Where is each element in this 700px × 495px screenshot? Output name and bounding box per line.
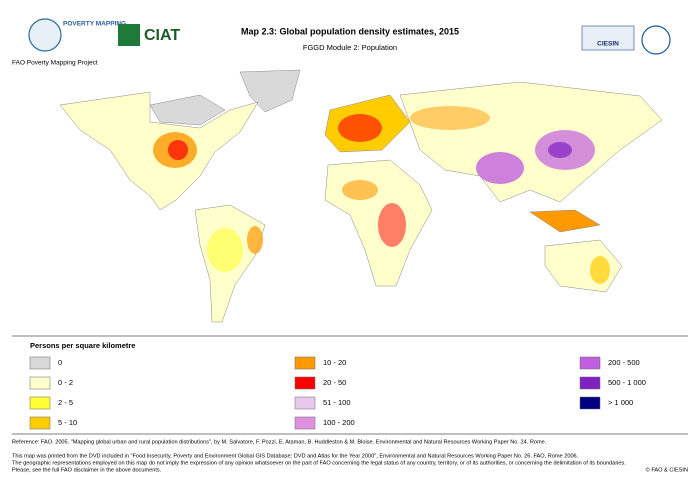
density-patch: [207, 228, 243, 272]
legend-swatch: [579, 376, 601, 390]
greenland: [239, 69, 301, 113]
legend-label: 10 - 20: [323, 358, 346, 367]
legend: 0 0 - 2 2 - 5 5 - 10 10 - 20 20 - 50 51 - 100 1…: [29, 356, 646, 430]
legend-swatch: [294, 416, 316, 430]
legend-swatch: [579, 396, 601, 410]
logo-text: CIESIN: [597, 41, 619, 48]
legend-label: 500 - 1 000: [608, 378, 646, 387]
legend-swatch: [294, 376, 316, 390]
world-map: [59, 69, 663, 323]
legend-label: > 1 000: [608, 398, 633, 407]
logo-ciesin-box: [581, 25, 635, 51]
reference: Reference: FAO. 2005. "Mapping global ur…: [12, 439, 547, 445]
note: The geographic representations employed …: [12, 460, 626, 466]
legend-label: 200 - 500: [608, 358, 640, 367]
subtitle: FGGD Module 2: Population: [303, 43, 397, 52]
legend-swatch: [29, 356, 51, 370]
note: This map was printed from the DVD includ…: [12, 453, 579, 459]
density-patch: [378, 203, 406, 247]
density-patch: [590, 256, 610, 284]
indonesia: [529, 209, 601, 233]
legend-swatch: [294, 356, 316, 370]
copyright: © FAO & CIESIN: [646, 466, 688, 473]
density-patch: [548, 142, 572, 158]
legend-swatch: [29, 396, 51, 410]
logo-text: CIAT: [144, 27, 180, 44]
legend-swatch: [579, 356, 601, 370]
legend-label: 0: [58, 358, 62, 367]
asia: [399, 81, 663, 203]
project-label: FAO Poverty Mapping Project: [12, 60, 98, 67]
legend-title: Persons per square kilometre: [30, 341, 135, 350]
logo-text: POVERTY MAPPING: [63, 21, 126, 28]
logo-fao: [641, 25, 671, 55]
legend-swatch: [294, 396, 316, 410]
density-patch: [342, 180, 378, 200]
legend-label: 51 - 100: [323, 398, 351, 407]
logos: POVERTY MAPPING CIAT CIESIN FAO Poverty …: [12, 18, 671, 67]
note: Please, see the full FAO disclaimer in t…: [12, 467, 162, 473]
logo-globe: [28, 18, 62, 52]
logo-ciat-icon: [118, 24, 140, 46]
legend-label: 100 - 200: [323, 418, 355, 427]
density-patch: [168, 140, 188, 160]
density-patch: [476, 152, 524, 184]
legend-label: 2 - 5: [58, 398, 73, 407]
legend-label: 5 - 10: [58, 418, 77, 427]
density-patch: [247, 226, 263, 254]
arctic-canada: [149, 94, 226, 126]
legend-label: 0 - 2: [58, 378, 73, 387]
density-patch: [410, 106, 490, 130]
australia: [544, 239, 623, 293]
legend-label: 20 - 50: [323, 378, 346, 387]
title: Map 2.3: Global population density estim…: [241, 26, 459, 36]
legend-swatch: [29, 416, 51, 430]
legend-swatch: [29, 376, 51, 390]
density-patch: [338, 114, 382, 142]
